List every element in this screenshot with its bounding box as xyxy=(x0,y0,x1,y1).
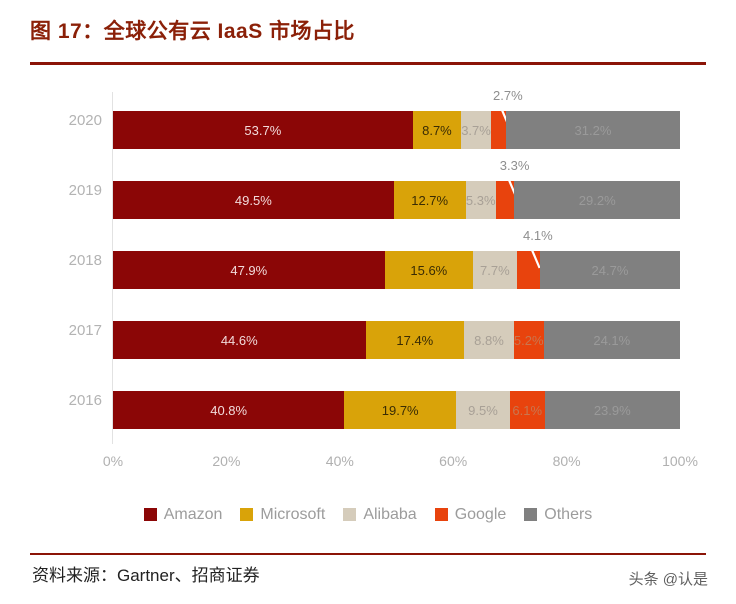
y-axis-tick-label: 2018 xyxy=(68,252,102,269)
segment-value-label: 12.7% xyxy=(411,192,449,208)
bar-segment-google: 3.3% xyxy=(495,158,529,219)
segment-value-label: 47.9% xyxy=(230,262,268,278)
bar-segment-alibaba: 9.5% xyxy=(456,391,510,429)
bar-segment-alibaba: 8.8% xyxy=(464,321,514,359)
legend-item-others[interactable]: Others xyxy=(524,505,592,524)
y-axis-line xyxy=(112,92,113,444)
segment-callout-label: 2.7% xyxy=(493,88,523,103)
page-title: 图 17：全球公有云 IaaS 市场占比 xyxy=(30,20,356,43)
legend-item-amazon[interactable]: Amazon xyxy=(143,505,223,524)
legend-swatch-icon xyxy=(343,508,357,521)
stacked-bar: 44.6% 17.4% 8.8% 5.2% 24.1% xyxy=(113,321,681,359)
bar-segment-microsoft: 12.7% xyxy=(393,181,466,219)
segment-value-label: 9.5% xyxy=(468,402,498,418)
chart-legend: Amazon Microsoft Alibaba Google Others xyxy=(0,505,736,524)
segment-value-label: 3.7% xyxy=(461,122,491,138)
watermark-label: 头条 @认是 xyxy=(628,571,708,588)
segment-value-label: 40.8% xyxy=(210,402,248,418)
bar-segment-microsoft: 19.7% xyxy=(344,391,457,429)
y-axis-tick-label: 2020 xyxy=(68,112,102,129)
legend-label: Others xyxy=(544,506,593,523)
y-axis-tick-label: 2019 xyxy=(68,182,102,199)
bar-segment-alibaba: 5.3% xyxy=(465,181,496,219)
bar-segment-google: 5.2% xyxy=(513,321,544,359)
x-axis: 0% 20% 40% 60% 80% 100% xyxy=(103,452,698,474)
segment-value-label: 15.6% xyxy=(410,262,448,278)
legend-label: Alibaba xyxy=(363,506,417,523)
chart-plot-area: 2020 53.7% 8.7% 3.7% 2.7% 31.2% 2019 49.5% 12.7%… xyxy=(0,80,736,460)
bar-segment-others: 29.2% xyxy=(514,181,681,219)
bar-segment-google: 6.1% xyxy=(509,391,545,429)
y-axis-tick-label: 2017 xyxy=(68,322,102,339)
bar-segment-others: 31.2% xyxy=(505,111,680,149)
chart-row: 2018 47.9% 15.6% 7.7% 4.1% 24.7% xyxy=(0,220,736,290)
segment-value-label: 24.1% xyxy=(593,332,631,348)
callout-leader-line xyxy=(527,241,541,270)
bar-segment-amazon: 47.9% xyxy=(113,251,385,289)
segment-value-label: 5.2% xyxy=(513,332,544,348)
segment-value-label: 53.7% xyxy=(244,122,282,138)
title-divider xyxy=(30,62,706,65)
legend-swatch-icon xyxy=(434,508,448,521)
segment-value-label: 8.8% xyxy=(474,332,504,348)
legend-item-microsoft[interactable]: Microsoft xyxy=(240,505,325,524)
bar-segment-amazon: 53.7% xyxy=(113,111,413,149)
x-axis-tick-label: 20% xyxy=(212,453,241,469)
bar-segment-amazon: 40.8% xyxy=(113,391,345,429)
legend-label: Microsoft xyxy=(260,506,326,523)
legend-swatch-icon xyxy=(240,508,254,521)
segment-value-label: 8.7% xyxy=(422,122,452,138)
x-axis-tick-label: 80% xyxy=(552,453,581,469)
legend-item-alibaba[interactable]: Alibaba xyxy=(343,505,417,524)
bar-segment-google: 2.7% xyxy=(490,88,523,149)
segment-value-label: 29.2% xyxy=(578,192,616,208)
legend-item-google[interactable]: Google xyxy=(434,505,507,524)
segment-value-label: 19.7% xyxy=(381,402,419,418)
chart-row: 2019 49.5% 12.7% 5.3% 3.3% 29.2% xyxy=(0,150,736,220)
segment-callout-label: 4.1% xyxy=(522,228,553,243)
x-axis-tick-label: 100% xyxy=(662,453,698,469)
bar-segment-amazon: 44.6% xyxy=(113,321,366,359)
y-axis-tick-label: 2016 xyxy=(68,392,102,409)
source-note: 资料来源：Gartner、招商证券 xyxy=(32,566,260,585)
bar-segment-microsoft: 15.6% xyxy=(384,251,474,289)
stacked-bar: 53.7% 8.7% 3.7% 2.7% 31.2% xyxy=(113,88,680,149)
segment-value-label: 17.4% xyxy=(396,332,434,348)
bar-segment-amazon: 49.5% xyxy=(113,181,394,219)
segment-value-label: 49.5% xyxy=(234,192,272,208)
x-axis-tick-label: 40% xyxy=(325,453,354,469)
stacked-bar: 49.5% 12.7% 5.3% 3.3% 29.2% xyxy=(113,158,681,219)
bar-segment-microsoft: 8.7% xyxy=(412,111,462,149)
chart-row: 2020 53.7% 8.7% 3.7% 2.7% 31.2% xyxy=(0,80,736,150)
x-axis-tick-label: 60% xyxy=(439,453,468,469)
stacked-bar: 40.8% 19.7% 9.5% 6.1% 23.9% xyxy=(113,391,681,429)
bar-segment-others: 24.1% xyxy=(543,321,681,359)
bar-segment-others: 23.9% xyxy=(544,391,681,429)
segment-value-label: 44.6% xyxy=(220,332,258,348)
segment-callout-label: 3.3% xyxy=(499,158,530,173)
chart-row: 2017 44.6% 17.4% 8.8% 5.2% 24.1% xyxy=(0,290,736,360)
title-block: 图 17：全球公有云 IaaS 市场占比 xyxy=(30,18,706,46)
segment-value-label: 5.3% xyxy=(465,192,496,208)
footer-divider xyxy=(30,553,706,555)
bar-segment-microsoft: 17.4% xyxy=(365,321,465,359)
bar-segment-alibaba: 7.7% xyxy=(473,251,517,289)
segment-value-label: 24.7% xyxy=(591,262,629,278)
segment-value-label: 31.2% xyxy=(574,122,612,138)
bar-segment-google: 4.1% xyxy=(516,228,553,289)
bar-segment-others: 24.7% xyxy=(539,251,680,289)
stacked-bar: 47.9% 15.6% 7.7% 4.1% 24.7% xyxy=(113,228,680,289)
bar-segment-alibaba: 3.7% xyxy=(461,111,491,149)
legend-swatch-icon xyxy=(143,508,157,521)
segment-value-label: 23.9% xyxy=(593,402,631,418)
segment-value-label: 6.1% xyxy=(512,402,543,418)
x-axis-tick-label: 0% xyxy=(102,453,124,469)
chart-row: 2016 40.8% 19.7% 9.5% 6.1% 23.9% xyxy=(0,360,736,430)
legend-label: Amazon xyxy=(163,506,223,523)
segment-value-label: 7.7% xyxy=(480,262,510,278)
legend-label: Google xyxy=(454,506,507,523)
legend-swatch-icon xyxy=(524,508,538,521)
